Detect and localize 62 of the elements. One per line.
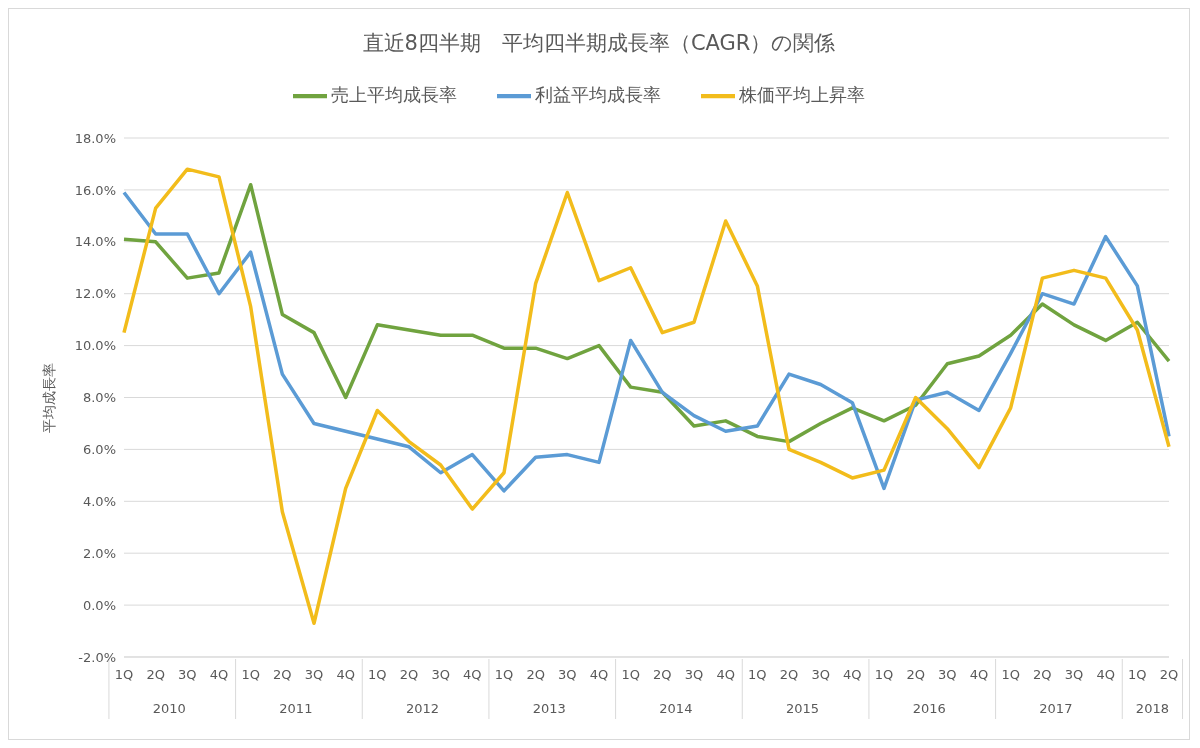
- legend-label: 株価平均上昇率: [739, 84, 865, 105]
- y-tick-label: 12.0%: [74, 286, 116, 302]
- x-tick-label: 4Q: [716, 667, 735, 682]
- x-tick-label: 4Q: [843, 667, 862, 682]
- legend-label: 売上平均成長率: [331, 84, 457, 105]
- x-tick-label: 3Q: [1064, 667, 1084, 682]
- y-tick-label: 4.0%: [82, 493, 116, 509]
- text: 2012: [406, 701, 440, 716]
- x-tick-label: 1Q: [748, 667, 767, 682]
- x-tick-label: 1Q: [1128, 667, 1147, 682]
- chart-title: 直近8四半期 平均四半期成長率（CAGR）の関係: [361, 30, 837, 57]
- x-tick-label: 2Q: [526, 667, 545, 682]
- legend-label: 利益平均成長率: [535, 84, 661, 105]
- y-tick-label: 8.0%: [82, 390, 116, 406]
- x-tick-label: 1Q: [494, 667, 514, 682]
- x-tick-label: 3Q: [304, 667, 324, 682]
- x-tick-label: 1Q: [874, 667, 894, 682]
- x-tick-label: 1Q: [241, 667, 260, 682]
- x-tick-label: 4Q: [209, 667, 229, 682]
- x-tick-label: 2Q: [146, 667, 165, 682]
- x-tick-label: 1Q: [368, 667, 387, 682]
- text: 2018: [1135, 701, 1169, 716]
- x-tick-label: 4Q: [463, 667, 482, 682]
- x-tick-label: 1Q: [1001, 667, 1020, 682]
- y-tick-label: 18.0%: [74, 130, 116, 146]
- y-tick-label: 10.0%: [74, 338, 116, 354]
- line-series: [122, 167, 1171, 626]
- x-tick-label: 2Q: [906, 667, 925, 682]
- x-tick-label: 4Q: [969, 667, 989, 682]
- x-tick-label: 3Q: [558, 667, 577, 682]
- x-tick-label: 2Q: [273, 667, 292, 682]
- y-tick-label: 2.0%: [82, 545, 116, 561]
- x-tick-label: 3Q: [938, 667, 957, 682]
- text: 2015: [786, 701, 820, 716]
- x-tick-label: 3Q: [684, 667, 704, 682]
- text: 2017: [1039, 701, 1073, 716]
- y-axis-title: 平均成長率: [40, 362, 57, 433]
- x-tick-label: 4Q: [336, 667, 355, 682]
- text: 2011: [279, 701, 313, 716]
- y-tick-label: 14.0%: [74, 234, 116, 250]
- y-tick-label: -2.0%: [78, 649, 116, 665]
- x-tick-label: 1Q: [114, 667, 134, 682]
- y-tick-label: 16.0%: [74, 182, 116, 198]
- text: 2013: [532, 701, 566, 716]
- x-tick-label: 3Q: [431, 667, 450, 682]
- line-series: [122, 190, 1171, 493]
- x-tick-label: 4Q: [1096, 667, 1115, 682]
- x-tick-label: 2Q: [1159, 667, 1179, 682]
- text: 2010: [152, 701, 186, 716]
- x-tick-label: 2Q: [1033, 667, 1052, 682]
- y-tick-label: 6.0%: [82, 442, 116, 458]
- x-tick-label: 3Q: [811, 667, 830, 682]
- x-tick-label: 3Q: [178, 667, 197, 682]
- line-series: [122, 182, 1171, 444]
- x-tick-label: 2Q: [399, 667, 419, 682]
- y-tick-label: 0.0%: [82, 597, 116, 613]
- x-tick-label: 1Q: [621, 667, 640, 682]
- text: 2016: [912, 701, 946, 716]
- x-tick-label: 4Q: [589, 667, 609, 682]
- text: 2014: [659, 701, 693, 716]
- x-tick-label: 2Q: [779, 667, 799, 682]
- x-tick-label: 2Q: [653, 667, 672, 682]
